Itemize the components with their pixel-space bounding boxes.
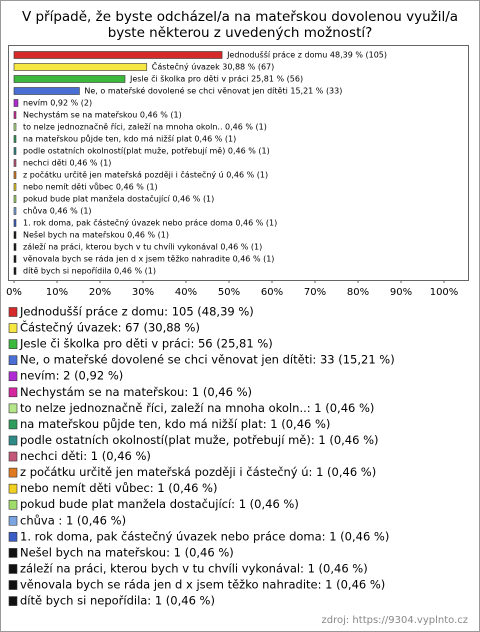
- chart-title: V případě, že byste odcházel/a na mateřs…: [22, 9, 458, 25]
- plot-area: [8, 45, 469, 281]
- legend-swatch: [8, 387, 18, 398]
- bar: [13, 231, 17, 239]
- x-tick-label: 0%: [6, 287, 22, 298]
- bar: [13, 99, 19, 107]
- bar-label: Nechystám se na mateřskou 0,46 % (1): [23, 111, 182, 120]
- legend-label: to nelze jednoznačně říci, zaleží na mno…: [20, 401, 374, 415]
- bar-label: nechci děti 0,46 % (1): [23, 159, 111, 168]
- bar-label: na mateřskou půjde ten, kdo má nižší pla…: [23, 134, 236, 144]
- bar: [13, 171, 17, 179]
- bar: [13, 123, 17, 131]
- bar-label: záleží na práci, kterou bych v tu chvíli…: [23, 243, 262, 252]
- bar-label: věnovala bych se ráda jen d x jsem těžko…: [23, 255, 274, 264]
- x-tick-label: 60%: [261, 287, 283, 298]
- legend-swatch: [8, 371, 18, 382]
- source: zdroj: https://9304.vyplnto.cz: [322, 615, 469, 626]
- legend-label: 1. rok doma, pak částečný úvazek nebo pr…: [20, 529, 389, 543]
- legend-swatch: [8, 403, 18, 414]
- legend-label: z počátku určitě jen mateřská později i …: [20, 465, 376, 479]
- bar: [13, 63, 148, 71]
- x-tick-label: 100%: [430, 287, 459, 298]
- bar: [13, 207, 17, 215]
- legend-swatch: [8, 451, 18, 462]
- bar: [13, 75, 126, 83]
- x-tick-label: 50%: [218, 287, 240, 298]
- bar-label: Nešel bych na mateřskou 0,46 % (1): [23, 230, 169, 240]
- legend-label: Jednodušší práce z domu: 105 (48,39 %): [19, 305, 254, 319]
- legend-label: na mateřskou půjde ten, kdo má nižší pla…: [20, 417, 330, 431]
- bar: [13, 195, 17, 203]
- x-tick-label: 90%: [390, 287, 412, 298]
- bar-label: pokud bude plat manžela dostačující 0,46…: [23, 194, 214, 204]
- legend-swatch: [8, 483, 18, 494]
- bar-label: podle ostatních okolností(plat muže, pot…: [23, 147, 270, 156]
- x-tick-label: 80%: [347, 287, 369, 298]
- bar: [13, 51, 223, 59]
- bar-label: to nelze jednoznačně říci, zaleží na mno…: [23, 122, 267, 132]
- legend-swatch: [8, 515, 18, 526]
- bar: [13, 111, 17, 119]
- legend-swatch: [8, 532, 18, 542]
- bar: [13, 255, 17, 263]
- legend-swatch: [8, 307, 18, 317]
- legend-label: chůva : 1 (0,46 %): [20, 513, 126, 527]
- legend-label: Částečný úvazek: 67 (30,88 %): [20, 320, 200, 335]
- legend-swatch: [8, 548, 18, 558]
- bar-label: Jesle či školka pro děti v práci 25,81 %…: [129, 74, 303, 84]
- bar-label: dítě bych si nepořídila 0,46 % (1): [23, 267, 156, 276]
- bar: [13, 135, 17, 143]
- bar-label: Ne, o mateřské dovolené se chci věnovat …: [84, 86, 342, 96]
- legend-label: Jesle či školka pro děti v práci: 56 (25…: [19, 337, 273, 351]
- legend-label: nevím: 2 (0,92 %): [20, 369, 123, 383]
- bar-label: nebo nemít děti vůbec 0,46 % (1): [23, 182, 158, 192]
- legend-label: Nešel bych na mateřskou: 1 (0,46 %): [20, 545, 234, 559]
- bar-label: nevím 0,92 % (2): [23, 99, 92, 108]
- legend-label: pokud bude plat manžela dostačující: 1 (…: [20, 497, 299, 511]
- x-tick-label: 70%: [304, 287, 326, 298]
- x-tick-label: 40%: [175, 287, 197, 298]
- legend-swatch: [8, 323, 18, 333]
- legend-swatch: [8, 564, 18, 574]
- legend-label: nechci děti: 1 (0,46 %): [20, 449, 151, 463]
- bar: [13, 219, 17, 227]
- legend-label: nebo nemít děti vůbec: 1 (0,46 %): [20, 481, 217, 495]
- legend-swatch: [8, 596, 18, 606]
- chart-title: byste některou z uvedených možností?: [108, 25, 373, 41]
- legend-label: Ne, o mateřské dovolené se chci věnovat …: [20, 353, 395, 367]
- legend-label: podle ostatních okolností(plat muže, pot…: [20, 433, 379, 447]
- bar: [13, 147, 17, 155]
- bar: [13, 243, 17, 251]
- legend-label: věnovala bych se ráda jen d x jsem těžko…: [20, 578, 385, 592]
- legend-swatch: [8, 339, 18, 349]
- legend-swatch: [8, 419, 18, 430]
- bar-label: Jednodušší práce z domu 48,39 % (105): [226, 50, 387, 60]
- bar: [13, 87, 80, 95]
- legend-swatch: [8, 499, 18, 510]
- legend-swatch: [8, 580, 18, 590]
- bar-label: chůva 0,46 % (1): [23, 206, 92, 216]
- legend-swatch: [8, 355, 18, 365]
- legend-label: záleží na práci, kterou bych v tu chvíli…: [20, 561, 368, 575]
- bar: [13, 183, 17, 191]
- legend-label: Nechystám se na mateřskou: 1 (0,46 %): [20, 385, 252, 399]
- bar-label: 1. rok doma, pak částečný úvazek nebo pr…: [23, 218, 277, 228]
- bar: [13, 159, 17, 167]
- x-tick-label: 30%: [132, 287, 154, 298]
- bar: [13, 267, 17, 275]
- bar-label: z počátku určitě jen mateřská později i …: [23, 170, 268, 180]
- legend-swatch: [8, 467, 18, 478]
- legend-label: dítě bych si nepořídila: 1 (0,46 %): [20, 594, 215, 608]
- x-tick-label: 10%: [46, 287, 68, 298]
- bar-label: Částečný úvazek 30,88 % (67): [152, 61, 274, 72]
- x-tick-label: 20%: [89, 287, 111, 298]
- legend-swatch: [8, 435, 18, 446]
